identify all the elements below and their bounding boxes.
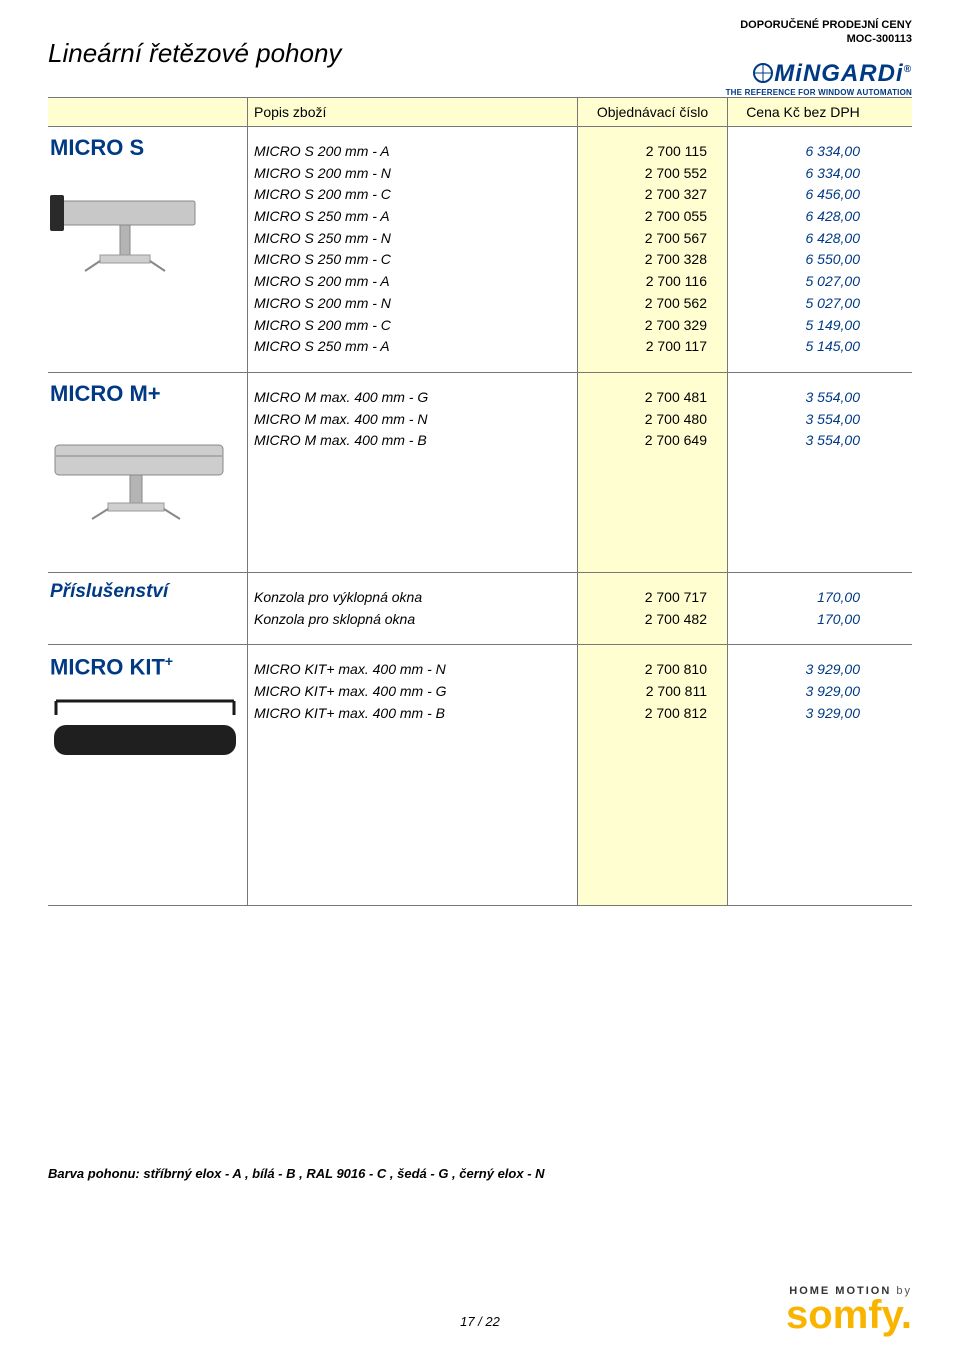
section-left: Příslušenství — [48, 573, 248, 644]
item-price: 5 145,00 — [734, 336, 860, 358]
item-price: 3 554,00 — [734, 387, 860, 409]
header-spacer — [48, 98, 248, 126]
item-price: 3 554,00 — [734, 430, 860, 452]
item-desc: MICRO S 200 mm - N — [254, 293, 571, 315]
table-section-row: MICRO KIT+MICRO KIT+ max. 400 mm - NMICR… — [48, 645, 912, 905]
section-desc-list: Konzola pro výklopná oknaKonzola pro skl… — [248, 573, 578, 644]
item-code: 2 700 327 — [584, 184, 707, 206]
table-section-row: Příslušenství Konzola pro výklopná oknaKo… — [48, 573, 912, 645]
section-price-list: 3 929,003 929,003 929,00 — [728, 645, 878, 905]
price-table: Popis zboží Objednávací číslo Cena Kč be… — [48, 97, 912, 906]
item-code: 2 700 328 — [584, 249, 707, 271]
section-desc-list: MICRO KIT+ max. 400 mm - NMICRO KIT+ max… — [248, 645, 578, 905]
section-left: MICRO M+ — [48, 373, 248, 572]
item-desc: MICRO S 250 mm - C — [254, 249, 571, 271]
item-price: 170,00 — [734, 587, 860, 609]
section-left: MICRO KIT+ — [48, 645, 248, 905]
item-desc: MICRO KIT+ max. 400 mm - B — [254, 703, 571, 725]
item-price: 6 550,00 — [734, 249, 860, 271]
col-header-code: Objednávací číslo — [578, 98, 728, 126]
section-code-list: 2 700 7172 700 482 — [578, 573, 728, 644]
item-price: 5 027,00 — [734, 293, 860, 315]
product-image-micro-m — [50, 419, 230, 529]
color-legend: Barva pohonu: stříbrný elox - A , bílá -… — [48, 1166, 912, 1181]
header-meta: DOPORUČENÉ PRODEJNÍ CENY MOC-300113 — [740, 18, 912, 47]
brand-globe-icon — [752, 62, 774, 84]
table-section-row: MICRO SMICRO S 200 mm - AMICRO S 200 mm … — [48, 127, 912, 373]
section-code-list: 2 700 8102 700 8112 700 812 — [578, 645, 728, 905]
item-desc: MICRO S 200 mm - A — [254, 271, 571, 293]
item-price: 5 027,00 — [734, 271, 860, 293]
item-desc: Konzola pro sklopná okna — [254, 609, 571, 631]
header-line2: MOC-300113 — [740, 32, 912, 46]
brand-logo: MiNGARDi® THE REFERENCE FOR WINDOW AUTOM… — [726, 60, 912, 97]
item-code: 2 700 115 — [584, 141, 707, 163]
item-desc: MICRO S 250 mm - A — [254, 206, 571, 228]
brand-tagline: THE REFERENCE FOR WINDOW AUTOMATION — [726, 88, 912, 97]
item-price: 6 428,00 — [734, 206, 860, 228]
section-price-list: 170,00170,00 — [728, 573, 878, 644]
item-code: 2 700 055 — [584, 206, 707, 228]
product-image-micro-s — [50, 173, 220, 283]
item-code: 2 700 810 — [584, 659, 707, 681]
item-code: 2 700 812 — [584, 703, 707, 725]
item-code: 2 700 329 — [584, 315, 707, 337]
item-price: 5 149,00 — [734, 315, 860, 337]
section-price-list: 3 554,003 554,003 554,00 — [728, 373, 878, 572]
section-price-list: 6 334,006 334,006 456,006 428,006 428,00… — [728, 127, 878, 372]
item-code: 2 700 482 — [584, 609, 707, 631]
item-desc: Konzola pro výklopná okna — [254, 587, 571, 609]
item-desc: MICRO S 200 mm - N — [254, 163, 571, 185]
item-price: 170,00 — [734, 609, 860, 631]
section-title: MICRO KIT+ — [50, 653, 241, 680]
item-code: 2 700 562 — [584, 293, 707, 315]
item-price: 6 334,00 — [734, 163, 860, 185]
section-title: MICRO S — [50, 135, 241, 161]
section-desc-list: MICRO M max. 400 mm - GMICRO M max. 400 … — [248, 373, 578, 572]
item-price: 3 554,00 — [734, 409, 860, 431]
item-code: 2 700 552 — [584, 163, 707, 185]
item-desc: MICRO M max. 400 mm - B — [254, 430, 571, 452]
item-desc: MICRO S 200 mm - A — [254, 141, 571, 163]
item-code: 2 700 567 — [584, 228, 707, 250]
item-price: 6 456,00 — [734, 184, 860, 206]
item-price: 6 334,00 — [734, 141, 860, 163]
table-header-row: Popis zboží Objednávací číslo Cena Kč be… — [48, 98, 912, 127]
table-section-row: MICRO M+MICRO M max. 400 mm - GMICRO M m… — [48, 373, 912, 573]
col-header-desc: Popis zboží — [248, 98, 578, 126]
section-code-list: 2 700 1152 700 5522 700 3272 700 0552 70… — [578, 127, 728, 372]
item-desc: MICRO KIT+ max. 400 mm - G — [254, 681, 571, 703]
page-number: 17 / 22 — [460, 1314, 500, 1329]
item-desc: MICRO S 250 mm - A — [254, 336, 571, 358]
item-code: 2 700 811 — [584, 681, 707, 703]
section-title: MICRO M+ — [50, 381, 241, 407]
item-desc: MICRO KIT+ max. 400 mm - N — [254, 659, 571, 681]
item-desc: MICRO M max. 400 mm - G — [254, 387, 571, 409]
item-code: 2 700 649 — [584, 430, 707, 452]
item-desc: MICRO S 200 mm - C — [254, 315, 571, 337]
section-desc-list: MICRO S 200 mm - AMICRO S 200 mm - NMICR… — [248, 127, 578, 372]
item-code: 2 700 480 — [584, 409, 707, 431]
brand-name: MiNGARDi® — [726, 60, 912, 88]
item-desc: MICRO S 250 mm - N — [254, 228, 571, 250]
footer-brand: HOME MOTION by somfy. — [786, 1285, 912, 1333]
col-header-price: Cena Kč bez DPH — [728, 98, 878, 126]
item-desc: MICRO S 200 mm - C — [254, 184, 571, 206]
item-price: 3 929,00 — [734, 681, 860, 703]
item-code: 2 700 116 — [584, 271, 707, 293]
section-title: Příslušenství — [50, 581, 241, 603]
item-desc: MICRO M max. 400 mm - N — [254, 409, 571, 431]
header-line1: DOPORUČENÉ PRODEJNÍ CENY — [740, 18, 912, 32]
section-left: MICRO S — [48, 127, 248, 372]
item-code: 2 700 717 — [584, 587, 707, 609]
footer-brand-name: somfy. — [786, 1297, 912, 1333]
item-price: 3 929,00 — [734, 659, 860, 681]
product-image-micro-kit — [50, 693, 240, 783]
item-code: 2 700 481 — [584, 387, 707, 409]
item-price: 3 929,00 — [734, 703, 860, 725]
page: DOPORUČENÉ PRODEJNÍ CENY MOC-300113 Line… — [0, 0, 960, 1353]
item-code: 2 700 117 — [584, 336, 707, 358]
item-price: 6 428,00 — [734, 228, 860, 250]
section-code-list: 2 700 4812 700 4802 700 649 — [578, 373, 728, 572]
